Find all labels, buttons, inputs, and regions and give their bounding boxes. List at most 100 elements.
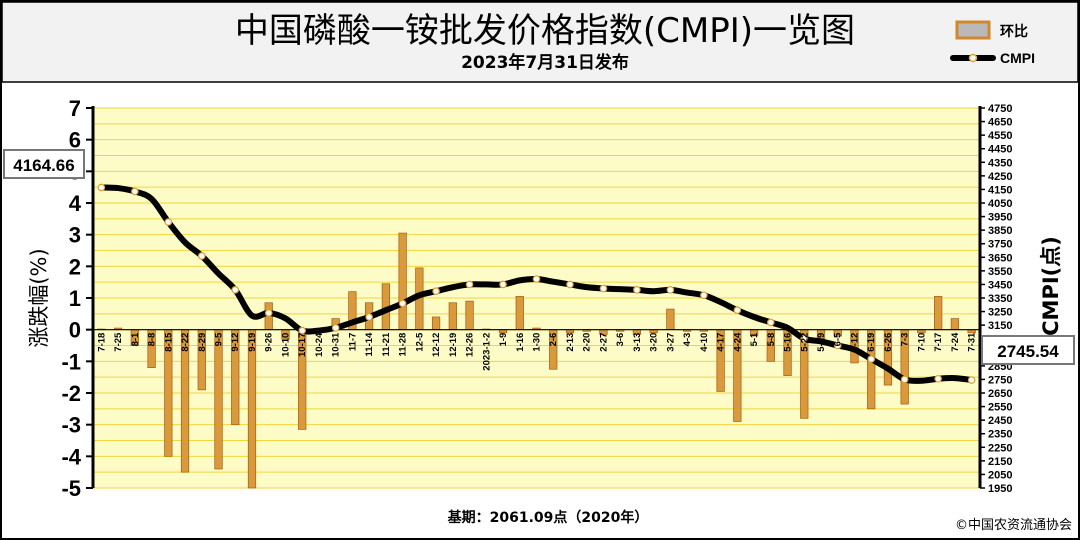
end-value-text: 2745.54 [997, 342, 1059, 361]
y2-tick-label: 2150 [988, 456, 1012, 468]
cmpi-point [767, 318, 775, 327]
x-tick-label: 4-24 [732, 332, 743, 352]
y2-tick-label: 4150 [988, 184, 1012, 196]
x-tick-label: 8-8 [147, 333, 158, 347]
y2-tick-label: 2450 [988, 415, 1012, 427]
cmpi-point [633, 286, 641, 294]
legend-bar-swatch [955, 20, 991, 40]
cmpi-point [499, 280, 507, 289]
x-tick-label: 1-16 [515, 333, 526, 352]
x-tick-label: 12-19 [448, 333, 459, 357]
x-tick-label: 9-26 [264, 333, 275, 352]
line-series [97, 183, 976, 384]
x-tick-label: 8-22 [180, 333, 191, 352]
x-tick-label: 4-3 [682, 333, 693, 347]
cmpi-point [800, 334, 809, 343]
y2-tick-label: 3350 [988, 293, 1012, 305]
x-tick-label: 5-29 [816, 333, 827, 352]
x-tick-label: 8-1 [130, 332, 141, 346]
bar [934, 296, 943, 331]
bar [448, 302, 457, 331]
y2-tick-label: 1950 [988, 483, 1012, 495]
end-value-callout: 2745.54 [981, 335, 1075, 365]
x-tick-label: 3-13 [632, 333, 643, 352]
cmpi-point [700, 291, 708, 300]
x-tick-label: 1-9 [498, 333, 509, 347]
y2-tick-label: 4250 [988, 171, 1012, 183]
x-tick-label: 10-17 [297, 333, 308, 357]
x-tick-labels: 7-18 7-25 8-1 8-8 8-15 8-22 8-29 9-5 9-12 9-19 9-2… [96, 332, 977, 371]
x-tick-label: 5-1 [749, 332, 760, 346]
x-tick-label: 10-31 [331, 332, 342, 357]
x-tick-label: 7-3 [900, 333, 911, 347]
cmpi-point [264, 309, 273, 317]
x-tick-label: 11-7 [347, 333, 358, 352]
cmpi-point [867, 355, 876, 363]
cmpi-point [599, 284, 608, 293]
y-axis-title: 涨跌幅(%) [27, 248, 51, 347]
y2-tick-label: 2050 [988, 469, 1012, 481]
x-tick-label: 7-10 [916, 333, 927, 352]
x-tick-label: 2-27 [598, 333, 609, 352]
x-tick-label: 6-12 [849, 333, 860, 352]
y2-tick-label: 3750 [988, 239, 1012, 251]
x-tick-label: 2-13 [565, 333, 576, 352]
y-tick-label: -3 [61, 413, 81, 438]
y-tick-label: 4 [69, 191, 82, 216]
chart-title: 中国磷酸一铵批发价格指数(CMPI)一览图 [235, 11, 855, 51]
bar [465, 300, 474, 331]
cmpi-point [197, 252, 206, 260]
x-tick-label: 5-16 [783, 333, 794, 352]
y-tick-label: 1 [69, 286, 81, 311]
legend-line-label: CMPI [1000, 50, 1035, 66]
y2-tick-label: 2750 [988, 374, 1012, 386]
y2-tick-label: 4050 [988, 198, 1012, 210]
y-tick-label: -1 [61, 349, 81, 374]
x-tick-label: 2-6 [548, 333, 559, 347]
copyright-note: ©中国农资流通协会 [955, 518, 1072, 533]
x-tick-label: 10-24 [314, 332, 325, 357]
x-tick-label: 1-30 [532, 333, 543, 352]
y-tick-label: 6 [69, 128, 81, 153]
start-value-box [3, 149, 85, 179]
gridlines [93, 107, 980, 489]
cmpi-point [900, 375, 909, 384]
cmpi-point [231, 286, 240, 294]
x-tick-label: 7-17 [933, 333, 944, 352]
y2-tick-label: 4650 [988, 117, 1012, 129]
x-tick-label: 7-18 [96, 333, 107, 352]
y2-tick-label: 3850 [988, 225, 1012, 237]
x-tick-label: 12-26 [465, 333, 476, 357]
x-tick-label: 3-6 [615, 333, 626, 347]
y2-tick-label: 3450 [988, 279, 1012, 291]
bar [431, 316, 441, 331]
x-tick-label: 9-5 [214, 332, 225, 346]
y-tick-label: 3 [69, 223, 81, 248]
y2-tick-label: 3250 [988, 307, 1012, 319]
cmpi-point [365, 313, 373, 321]
start-value-callout: 4164.66 [3, 149, 85, 179]
cmpi-point [934, 374, 942, 383]
x-tick-label: 11-21 [381, 332, 392, 356]
x-tick-label: 9-12 [230, 333, 241, 352]
x-tick-label: 3-20 [649, 333, 660, 352]
header-band [1, 1, 1079, 83]
x-tick-label: 6-19 [866, 333, 877, 352]
y2-tick-label: 2550 [988, 402, 1012, 414]
cmpi-point [566, 280, 574, 289]
y2-axis-title: CMPI(点) [1039, 236, 1063, 336]
x-tick-label: 7-24 [950, 332, 961, 352]
cmpi-point [666, 286, 675, 294]
x-tick-label: 7-25 [113, 332, 124, 352]
x-tick-label: 4-17 [716, 333, 727, 352]
x-tick-label: 7-31 [967, 332, 978, 352]
x-tick-label: 10-10 [280, 333, 291, 357]
cmpi-point [465, 280, 474, 289]
bar [666, 308, 675, 331]
y2-tick-label: 4750 [988, 103, 1012, 115]
cmpi-point [331, 324, 340, 332]
start-value-text: 4164.66 [13, 156, 74, 175]
bar [398, 232, 407, 331]
